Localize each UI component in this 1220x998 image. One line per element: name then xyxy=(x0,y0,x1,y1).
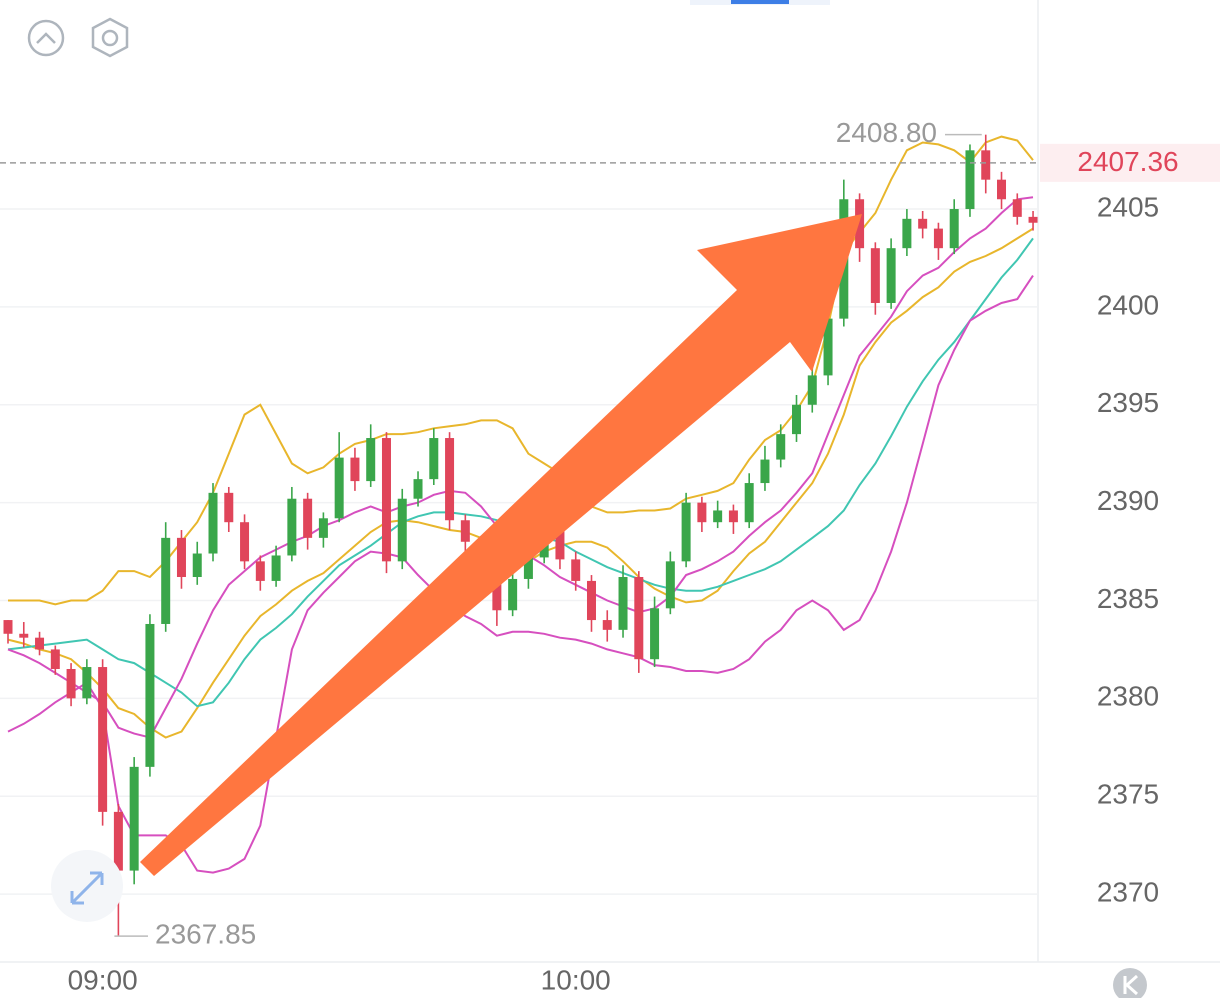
min-label: 2367.85 xyxy=(155,919,256,950)
y-tick-label: 2380 xyxy=(1097,681,1159,712)
candle-body xyxy=(66,668,76,699)
candle-body xyxy=(19,633,29,638)
candle-body xyxy=(650,608,660,660)
candle-body xyxy=(240,522,250,562)
candle-body xyxy=(807,375,817,405)
candle-body xyxy=(933,228,943,249)
candle-body xyxy=(681,502,691,562)
candle-body xyxy=(129,766,139,871)
candle-body xyxy=(602,620,612,630)
candle-body xyxy=(981,150,991,180)
candle-body xyxy=(82,667,92,699)
candle-body xyxy=(445,438,455,521)
x-tick-label: 10:00 xyxy=(541,964,611,995)
candle-body xyxy=(492,580,502,611)
last-price-bg xyxy=(1040,143,1220,182)
candle-body xyxy=(823,318,833,376)
candle-body xyxy=(792,404,801,435)
candle-body xyxy=(855,199,865,249)
candle-body xyxy=(192,553,202,578)
candle-body xyxy=(176,537,186,578)
candle-body xyxy=(1012,199,1022,217)
collapse-button[interactable] xyxy=(27,19,65,57)
candle-body xyxy=(997,179,1007,200)
y-tick-label: 2370 xyxy=(1097,876,1159,907)
candle-body xyxy=(303,498,313,538)
candle-body xyxy=(271,555,281,581)
y-tick-label: 2385 xyxy=(1097,583,1159,614)
candle-body xyxy=(413,479,423,499)
candle-body xyxy=(161,537,171,624)
candle-body xyxy=(902,218,912,249)
max-label: 2408.80 xyxy=(836,117,937,148)
candle-body xyxy=(555,522,565,560)
candle-body xyxy=(113,811,123,871)
candle-body xyxy=(350,457,360,482)
candle-body xyxy=(728,510,738,523)
candle-body xyxy=(208,492,218,554)
candle-body xyxy=(870,248,880,303)
candle-body xyxy=(287,498,297,556)
candle-body xyxy=(381,438,391,562)
candle-body xyxy=(949,209,959,249)
y-tick-label: 2390 xyxy=(1097,485,1159,516)
candle-body xyxy=(255,561,265,581)
candle-body xyxy=(886,248,896,303)
candle-body xyxy=(50,649,60,669)
settings-button[interactable] xyxy=(91,17,129,58)
last-price-label: 2407.36 xyxy=(1077,146,1178,177)
candle-body xyxy=(523,557,533,579)
candle-body xyxy=(98,667,108,812)
kline-button[interactable] xyxy=(1113,968,1147,998)
candle-body xyxy=(397,498,407,562)
indicator-line xyxy=(7,227,1034,739)
candle-body xyxy=(618,577,628,630)
expand-button[interactable] xyxy=(51,850,123,922)
candle-body xyxy=(665,561,675,609)
y-tick-label: 2400 xyxy=(1097,289,1159,320)
tab-indicator[interactable] xyxy=(731,0,789,4)
candle-body xyxy=(429,438,439,480)
candle-body xyxy=(776,434,786,460)
candle-body xyxy=(571,559,581,581)
candle-body xyxy=(760,459,770,484)
candle-body xyxy=(224,492,234,523)
candle-body xyxy=(713,510,723,523)
candle-body xyxy=(918,218,928,229)
indicator-line xyxy=(7,237,1034,708)
trend-arrow xyxy=(140,214,862,876)
candle-body xyxy=(508,578,518,611)
y-tick-label: 2375 xyxy=(1097,779,1159,810)
candle-body xyxy=(634,577,644,660)
x-tick-label: 09:00 xyxy=(68,964,138,995)
candle-body xyxy=(1028,216,1038,223)
y-tick-label: 2395 xyxy=(1097,387,1159,418)
candle-body xyxy=(586,580,596,621)
candle-body xyxy=(145,623,155,767)
candle-body xyxy=(318,518,328,538)
y-tick-label: 2405 xyxy=(1097,191,1159,222)
candle-body xyxy=(744,483,754,523)
candle-body xyxy=(366,438,376,482)
candle-body xyxy=(697,502,707,523)
candle-body xyxy=(3,620,13,634)
candle-body xyxy=(460,520,470,542)
candle-body xyxy=(35,637,45,650)
candle-body xyxy=(965,150,975,210)
candle-body xyxy=(334,457,344,519)
